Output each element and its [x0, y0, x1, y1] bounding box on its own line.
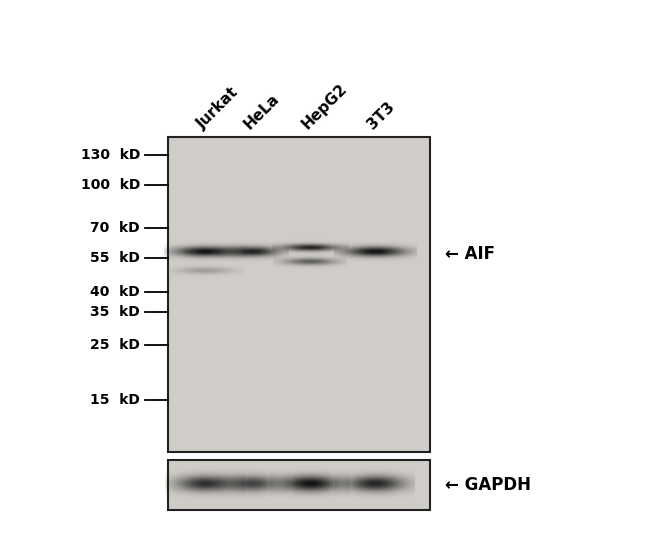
Text: ← AIF: ← AIF	[445, 245, 495, 263]
Text: HepG2: HepG2	[300, 81, 350, 132]
Bar	[168, 137, 430, 452]
Text: ← GAPDH: ← GAPDH	[445, 476, 531, 494]
Text: 55  kD: 55 kD	[90, 251, 140, 265]
Text: 70  kD: 70 kD	[90, 221, 140, 235]
Bar	[168, 460, 430, 510]
Text: Jurkat: Jurkat	[194, 85, 242, 132]
Text: 15  kD: 15 kD	[90, 393, 140, 407]
Text: HeLa: HeLa	[241, 91, 283, 132]
Text: 25  kD: 25 kD	[90, 338, 140, 352]
Text: 40  kD: 40 kD	[90, 285, 140, 299]
Text: 3T3: 3T3	[365, 99, 397, 132]
Text: 35  kD: 35 kD	[90, 305, 140, 319]
Text: 100  kD: 100 kD	[81, 178, 140, 192]
Text: 130  kD: 130 kD	[81, 148, 140, 162]
